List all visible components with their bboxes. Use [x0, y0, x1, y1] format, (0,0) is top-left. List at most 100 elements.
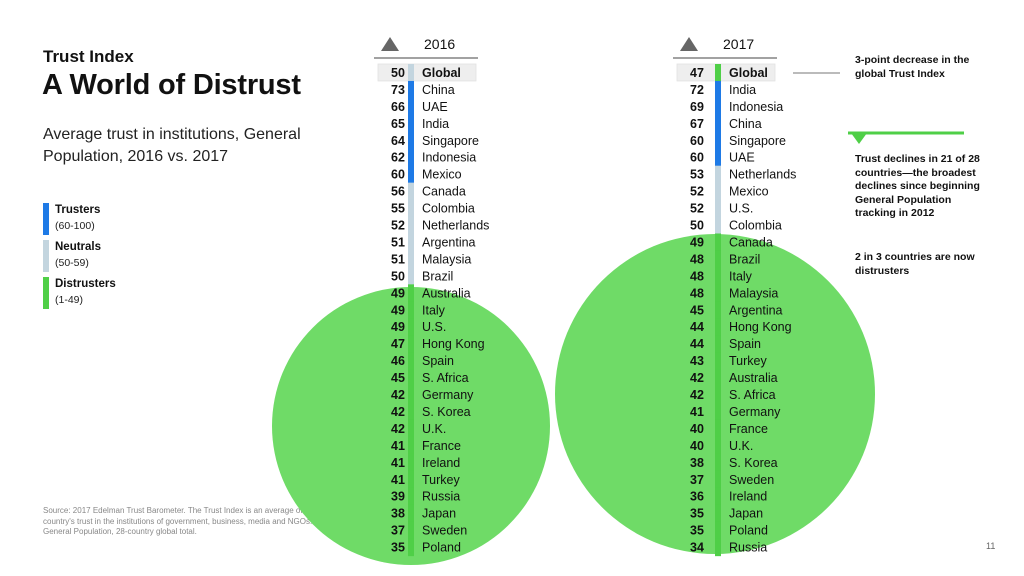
country-label: Brazil: [422, 269, 453, 283]
trust-value: 48: [690, 286, 704, 300]
trust-category-bar: [715, 453, 721, 472]
trust-value: 51: [391, 252, 405, 266]
page-title: A World of Distrust: [42, 69, 301, 101]
trust-category-bar: [715, 335, 721, 353]
trust-category-bar: [715, 199, 721, 218]
country-label: Spain: [729, 337, 761, 351]
decline-arrow-icon: [851, 133, 867, 144]
trust-category-bar: [715, 470, 721, 489]
header-triangle-icon: [381, 37, 399, 51]
trust-category-bar: [408, 504, 414, 523]
country-label: Brazil: [729, 252, 760, 266]
trust-category-bar: [715, 521, 721, 540]
country-label: UAE: [729, 151, 755, 165]
trust-category-bar: [715, 504, 721, 523]
trust-category-bar: [408, 352, 414, 370]
trust-value: 55: [391, 202, 405, 216]
trust-category-bar: [408, 182, 414, 201]
country-label: France: [422, 439, 461, 453]
country-label: Colombia: [729, 219, 782, 233]
trust-category-bar: [408, 216, 414, 235]
country-label: S. Africa: [729, 388, 776, 402]
trust-category-bar: [408, 301, 414, 319]
trust-value: 35: [690, 507, 704, 521]
trust-category-bar: [715, 182, 721, 201]
country-label: Italy: [729, 269, 753, 283]
trust-value: 49: [391, 320, 405, 334]
trust-value: 41: [391, 473, 405, 487]
trust-category-bar: [715, 267, 721, 285]
country-label: Colombia: [422, 202, 475, 216]
kicker: Trust Index: [43, 47, 134, 66]
source-note: Source: 2017 Edelman Trust Barometer. Th…: [43, 506, 313, 536]
country-label: S. Korea: [729, 456, 778, 470]
trust-category-bar: [715, 250, 721, 268]
country-label: Sweden: [422, 524, 467, 538]
country-label: Ireland: [422, 456, 460, 470]
trust-category-bar: [715, 216, 721, 235]
trust-category-bar: [408, 80, 414, 99]
country-label: Argentina: [729, 303, 783, 317]
trust-value: 56: [391, 185, 405, 199]
trust-value: 52: [690, 202, 704, 216]
trust-value: 38: [391, 507, 405, 521]
trust-value: 35: [391, 541, 405, 555]
trust-category-bar: [408, 521, 414, 540]
country-label: Indonesia: [729, 100, 783, 114]
country-label: Malaysia: [729, 286, 778, 300]
trust-value: 41: [391, 439, 405, 453]
trust-value: 64: [391, 134, 405, 148]
country-label: S. Africa: [422, 371, 469, 385]
country-label: Australia: [729, 371, 778, 385]
trust-value: 60: [391, 168, 405, 182]
trust-category-bar: [715, 165, 721, 184]
country-label: China: [422, 83, 455, 97]
trust-value: 44: [690, 337, 704, 351]
trust-category-bar: [715, 131, 721, 150]
country-label: Hong Kong: [729, 320, 792, 334]
trust-value: 72: [690, 83, 704, 97]
trust-category-bar: [715, 64, 721, 82]
note-declines: Trust declines in 21 of 28 countries—the…: [855, 153, 980, 219]
trust-value: 37: [391, 524, 405, 538]
country-label: U.K.: [422, 422, 446, 436]
trust-value: 50: [391, 269, 405, 283]
country-label: Netherlands: [422, 219, 489, 233]
trust-value: 51: [391, 235, 405, 249]
trust-category-bar: [715, 233, 721, 252]
global-row-highlight: [676, 63, 776, 82]
trust-value: 41: [690, 405, 704, 419]
trust-value: 53: [690, 168, 704, 182]
trust-value: 66: [391, 100, 405, 114]
trust-category-bar: [408, 335, 414, 353]
trust-category-bar: [715, 318, 721, 336]
country-label: S. Korea: [422, 405, 471, 419]
legend-label: Trusters: [55, 204, 101, 216]
country-label: Russia: [422, 490, 460, 504]
legend-label: Neutrals: [55, 241, 102, 253]
trust-category-bar: [715, 301, 721, 319]
trust-category-bar: [715, 80, 721, 99]
trust-value: 37: [690, 473, 704, 487]
trust-value: 45: [391, 371, 405, 385]
trust-category-bar: [715, 487, 721, 506]
trust-value: 45: [690, 303, 704, 317]
trust-category-bar: [408, 318, 414, 336]
trust-value: 73: [391, 83, 405, 97]
trust-category-bar: [408, 199, 414, 218]
country-label: Germany: [422, 388, 474, 402]
global-row-highlight: [377, 63, 477, 82]
note-global-decrease: 3-point decrease in the global Trust Ind…: [855, 54, 970, 80]
trust-category-bar: [715, 148, 721, 167]
country-label: Canada: [729, 235, 773, 249]
country-label: Mexico: [729, 185, 769, 199]
trust-category-bar: [408, 453, 414, 472]
trust-value: 52: [391, 219, 405, 233]
page-number: 11: [986, 541, 996, 551]
country-label: India: [422, 117, 449, 131]
trust-value: 47: [690, 66, 704, 80]
trust-category-bar: [715, 114, 721, 133]
trust-category-bar: [715, 284, 721, 302]
trust-value: 42: [391, 422, 405, 436]
